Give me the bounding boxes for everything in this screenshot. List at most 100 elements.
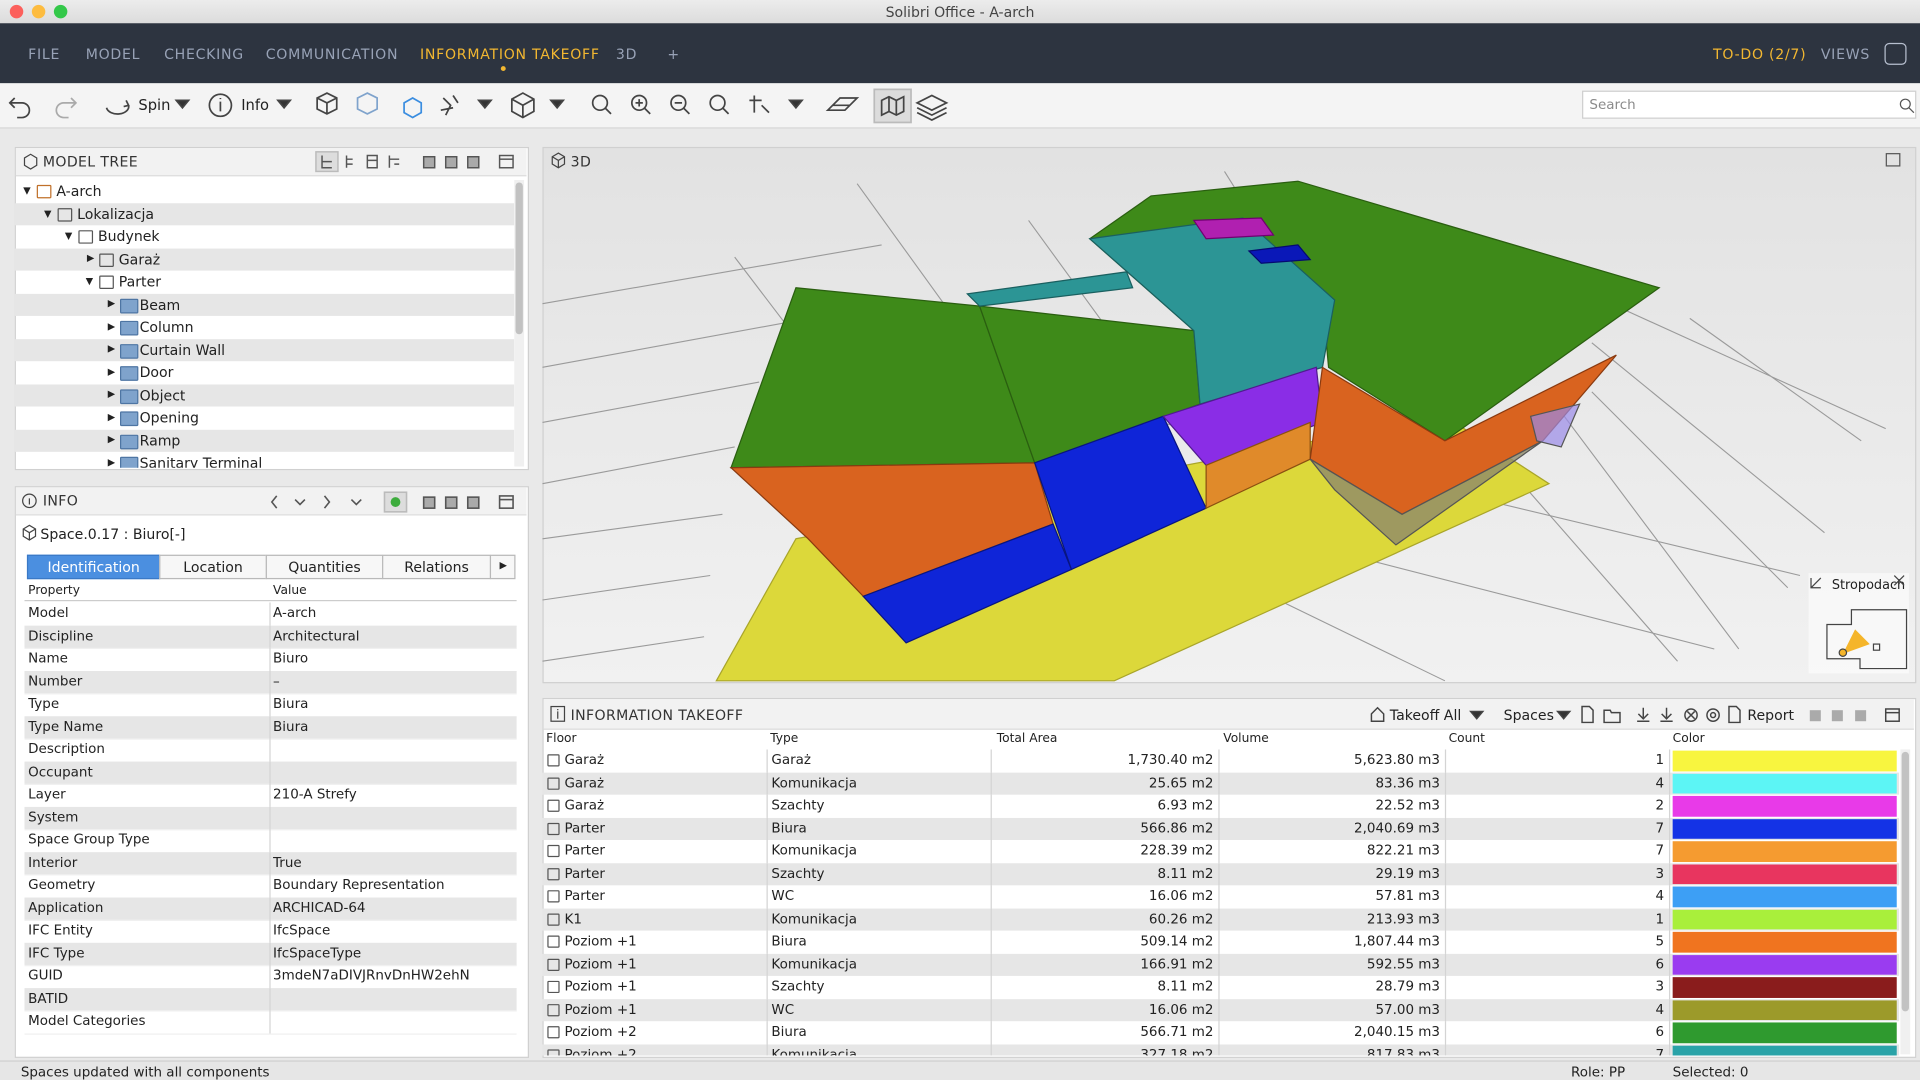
collapsed-arrow[interactable] [108, 300, 115, 307]
takeoff-scroll-thumb[interactable] [1902, 752, 1909, 1012]
menu-item[interactable]: FILE [28, 45, 60, 62]
tree-row[interactable]: Door [15, 361, 515, 384]
tree-scroll-thumb[interactable] [516, 182, 523, 334]
takeoff-row[interactable]: GarażGaraż1,730.40 m25,623.80 m31 [542, 749, 1899, 772]
search-placeholder: Search [1589, 97, 1635, 113]
menu-item[interactable]: 3D [616, 45, 637, 62]
takeoff-count: 6 [1450, 953, 1664, 976]
column-divider [269, 716, 270, 739]
collapsed-arrow[interactable] [108, 459, 115, 466]
tree-row[interactable]: Parter [15, 271, 515, 294]
object-icon [21, 524, 38, 541]
takeoff-count: 4 [1450, 772, 1664, 795]
icon-part [636, 99, 651, 114]
info-tab[interactable]: Quantities [266, 555, 384, 579]
takeoff-row[interactable]: Poziom +1Biura509.14 m21,807.44 m35 [542, 931, 1899, 954]
collapsed-arrow[interactable] [108, 391, 115, 398]
column-divider [1669, 976, 1670, 999]
takeoff-row[interactable]: ParterKomunikacja228.39 m2822.21 m37 [542, 840, 1899, 863]
expanded-arrow[interactable] [65, 233, 72, 240]
takeoff-row[interactable]: Poziom +2Biura566.71 m22,040.15 m36 [542, 1021, 1899, 1044]
tree-row[interactable]: Sanitary Terminal [15, 452, 515, 468]
column-divider [767, 795, 768, 818]
menu-item[interactable]: INFORMATION TAKEOFF [420, 45, 600, 62]
takeoff-row[interactable]: K1Komunikacja60.26 m2213.93 m31 [542, 908, 1899, 931]
property-value: 3mdeN7aDIVJRnvDnHW2ehN [273, 965, 513, 988]
takeoff-row[interactable]: Poziom +1WC16.06 m257.00 m34 [542, 999, 1899, 1022]
takeoff-row[interactable]: ParterWC16.06 m257.81 m34 [542, 885, 1899, 908]
tool-a [424, 497, 435, 508]
info-row: ModelA-arch [24, 602, 516, 626]
takeoff-floor: Poziom +1 [564, 976, 764, 999]
settings-icon [1707, 709, 1719, 721]
tabs-more[interactable] [490, 555, 516, 579]
view-maximize[interactable] [1886, 153, 1901, 168]
tree-row[interactable]: Garaż [15, 248, 515, 271]
collapsed-arrow[interactable] [108, 368, 115, 375]
takeoff-count: 3 [1450, 976, 1664, 999]
info-button[interactable]: Info [241, 97, 269, 114]
tree-row[interactable]: Column [15, 316, 515, 339]
account-icon[interactable] [1884, 43, 1906, 65]
collapsed-arrow[interactable] [108, 323, 115, 330]
takeoff-row[interactable]: ParterBiura566.86 m22,040.69 m37 [542, 817, 1899, 840]
info-row: InteriorTrue [24, 852, 516, 876]
expanded-arrow[interactable] [86, 278, 93, 285]
tree-row[interactable]: Beam [15, 293, 515, 316]
menu-item[interactable]: CHECKING [164, 45, 244, 62]
column-divider [991, 931, 992, 954]
menu-item[interactable]: MODEL [86, 45, 141, 62]
info-tab[interactable]: Location [159, 555, 267, 579]
takeoff-row[interactable]: Poziom +1Szachty8.11 m228.79 m33 [542, 976, 1899, 999]
collapsed-arrow[interactable] [108, 413, 115, 420]
takeoff-row[interactable]: ParterSzachty8.11 m229.19 m33 [542, 863, 1899, 886]
todo-button[interactable]: TO-DO (2/7) [1713, 45, 1806, 62]
property-name: IFC Entity [28, 920, 268, 943]
icon-part [605, 108, 611, 114]
expanded-arrow[interactable] [23, 187, 30, 194]
status-role: Role: PP [1571, 1064, 1625, 1080]
views-button[interactable]: VIEWS [1821, 45, 1870, 62]
takeoff-volume: 2,040.69 m3 [1224, 817, 1440, 840]
tree-row[interactable]: Lokalizacja [15, 203, 515, 226]
tree-row[interactable]: Budynek [15, 225, 515, 248]
floor-icon [547, 822, 559, 834]
takeoff-type: Garaż [771, 749, 985, 772]
search-box[interactable]: Search [1582, 91, 1916, 119]
info-row: Layer210-A Strefy [24, 784, 516, 808]
tree-row[interactable]: Ramp [15, 429, 515, 452]
color-swatch [1673, 1045, 1897, 1055]
collapsed-arrow[interactable] [87, 255, 94, 262]
collapsed-arrow[interactable] [108, 345, 115, 352]
tree-row[interactable]: Curtain Wall [15, 339, 515, 362]
expanded-arrow[interactable] [44, 210, 51, 217]
icon-part [1371, 707, 1899, 723]
takeoff-row[interactable]: Poziom +1Komunikacja166.91 m2592.55 m36 [542, 953, 1899, 976]
info-tab[interactable]: Identification [27, 555, 160, 579]
column-divider [1218, 840, 1219, 863]
icon-part [722, 108, 728, 114]
takeoff-row[interactable]: Poziom +2Komunikacja327.18 m2817.83 m37 [542, 1044, 1899, 1056]
tree-label: Parter [119, 271, 161, 294]
info-row: ApplicationARCHICAD-64 [24, 897, 516, 921]
tool-a [424, 157, 435, 168]
tree-row[interactable]: A-arch [15, 180, 515, 203]
menu-item[interactable]: + [667, 45, 680, 62]
minimap-drawing [1809, 573, 1909, 673]
column-divider [1669, 749, 1670, 772]
floor-icon [547, 913, 559, 925]
minimap-plan [1827, 610, 1907, 669]
tree-row[interactable]: Opening [15, 407, 515, 430]
spin-button[interactable]: Spin [138, 97, 170, 114]
redo-icon [56, 98, 76, 118]
spin-icon [107, 100, 129, 114]
menu-item[interactable]: COMMUNICATION [266, 45, 399, 62]
map-button [874, 89, 911, 122]
info-tab[interactable]: Relations [382, 555, 491, 579]
collapsed-arrow[interactable] [108, 436, 115, 443]
takeoff-row[interactable]: GarażSzachty6.93 m222.52 m32 [542, 795, 1899, 818]
spin-dropdown [176, 100, 188, 107]
tree-row[interactable]: Object [15, 384, 515, 407]
takeoff-type: Biura [771, 1021, 985, 1044]
takeoff-row[interactable]: GarażKomunikacja25.65 m283.36 m34 [542, 772, 1899, 795]
